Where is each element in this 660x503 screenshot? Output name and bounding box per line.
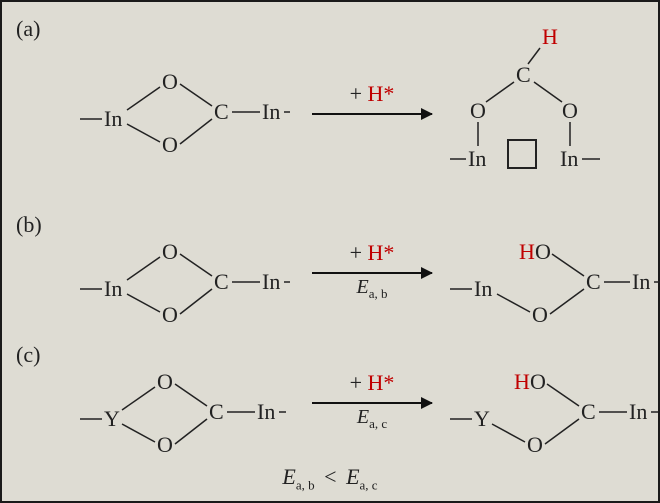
atom-Y: Y — [474, 406, 490, 431]
atom-C: C — [209, 399, 224, 424]
arrow-c-label: + H* — [302, 370, 442, 396]
row-b-label: (b) — [16, 212, 42, 238]
E1-sub: a, b — [296, 477, 315, 492]
row-c-label: (c) — [16, 342, 40, 368]
radical-H: H* — [368, 81, 395, 106]
atom-In: In — [257, 399, 275, 424]
atom-In: In — [104, 276, 122, 301]
atom-Y: Y — [104, 406, 120, 431]
atom-O: O — [562, 98, 578, 123]
E-symbol: E — [357, 406, 369, 428]
lt-symbol: < — [320, 464, 340, 489]
E-symbol: E — [357, 276, 369, 298]
atom-In: In — [560, 146, 578, 171]
E1: E — [282, 464, 295, 489]
reactant-a: In O O C In — [72, 64, 292, 154]
vacancy-square-icon — [508, 140, 536, 168]
E-sub: a, c — [369, 416, 387, 431]
reaction-arrow-a: + H* — [302, 81, 442, 115]
product-b: In H O O C In — [442, 234, 660, 324]
reaction-arrow-c: + H* Ea, c — [302, 370, 442, 432]
atom-In: In — [474, 276, 492, 301]
atom-O: O — [157, 432, 173, 454]
product-c: Y H O O C In — [442, 364, 660, 454]
reactant-c: Y O O C In — [72, 364, 292, 454]
reaction-arrow-b: + H* Ea, b — [302, 240, 442, 302]
diagram-frame: (a) In O O C In + H* — [0, 0, 660, 503]
radical-H: H* — [368, 370, 395, 395]
E2-sub: a, c — [360, 477, 378, 492]
atom-O: O — [162, 239, 178, 264]
reaction-b: (b) In O O C In + H* E — [2, 212, 658, 332]
reaction-a: (a) In O O C In + H* — [2, 16, 658, 191]
atom-H-red: H — [514, 369, 530, 394]
plus-text: + — [350, 240, 368, 265]
atom-O: O — [535, 239, 551, 264]
atom-In: In — [262, 269, 280, 294]
arrow-b-energy: Ea, b — [302, 276, 442, 302]
product-a: H C O O In In — [450, 24, 650, 194]
atom-In: In — [104, 106, 122, 131]
reactant-b: In O O C In — [72, 234, 292, 324]
E-sub: a, b — [369, 286, 388, 301]
energy-inequality: Ea, b < Ea, c — [2, 464, 658, 493]
arrow-b-label: + H* — [302, 240, 442, 266]
row-a-label: (a) — [16, 16, 40, 42]
reaction-c: (c) Y O O C In + H* Ea — [2, 342, 658, 462]
atom-H-red: H — [519, 239, 535, 264]
arrow-c-energy: Ea, c — [302, 406, 442, 432]
atom-O: O — [532, 302, 548, 324]
plus-text: + — [350, 370, 368, 395]
atom-In: In — [629, 399, 647, 424]
atom-O: O — [162, 69, 178, 94]
atom-C: C — [581, 399, 596, 424]
atom-In: In — [468, 146, 486, 171]
atom-C: C — [214, 269, 229, 294]
arrow-line-icon — [312, 113, 432, 115]
atom-O: O — [162, 302, 178, 324]
atom-O: O — [157, 369, 173, 394]
arrow-a-label: + H* — [302, 81, 442, 107]
atom-In: In — [262, 99, 280, 124]
arrow-line-icon — [312, 272, 432, 274]
atom-C: C — [214, 99, 229, 124]
radical-H: H* — [368, 240, 395, 265]
atom-O: O — [162, 132, 178, 154]
atom-C: C — [586, 269, 601, 294]
atom-C: C — [516, 62, 531, 87]
atom-H-red: H — [542, 24, 558, 49]
atom-In: In — [632, 269, 650, 294]
arrow-line-icon — [312, 402, 432, 404]
atom-O: O — [527, 432, 543, 454]
atom-O: O — [470, 98, 486, 123]
atom-O: O — [530, 369, 546, 394]
E2: E — [346, 464, 359, 489]
plus-text: + — [350, 81, 368, 106]
